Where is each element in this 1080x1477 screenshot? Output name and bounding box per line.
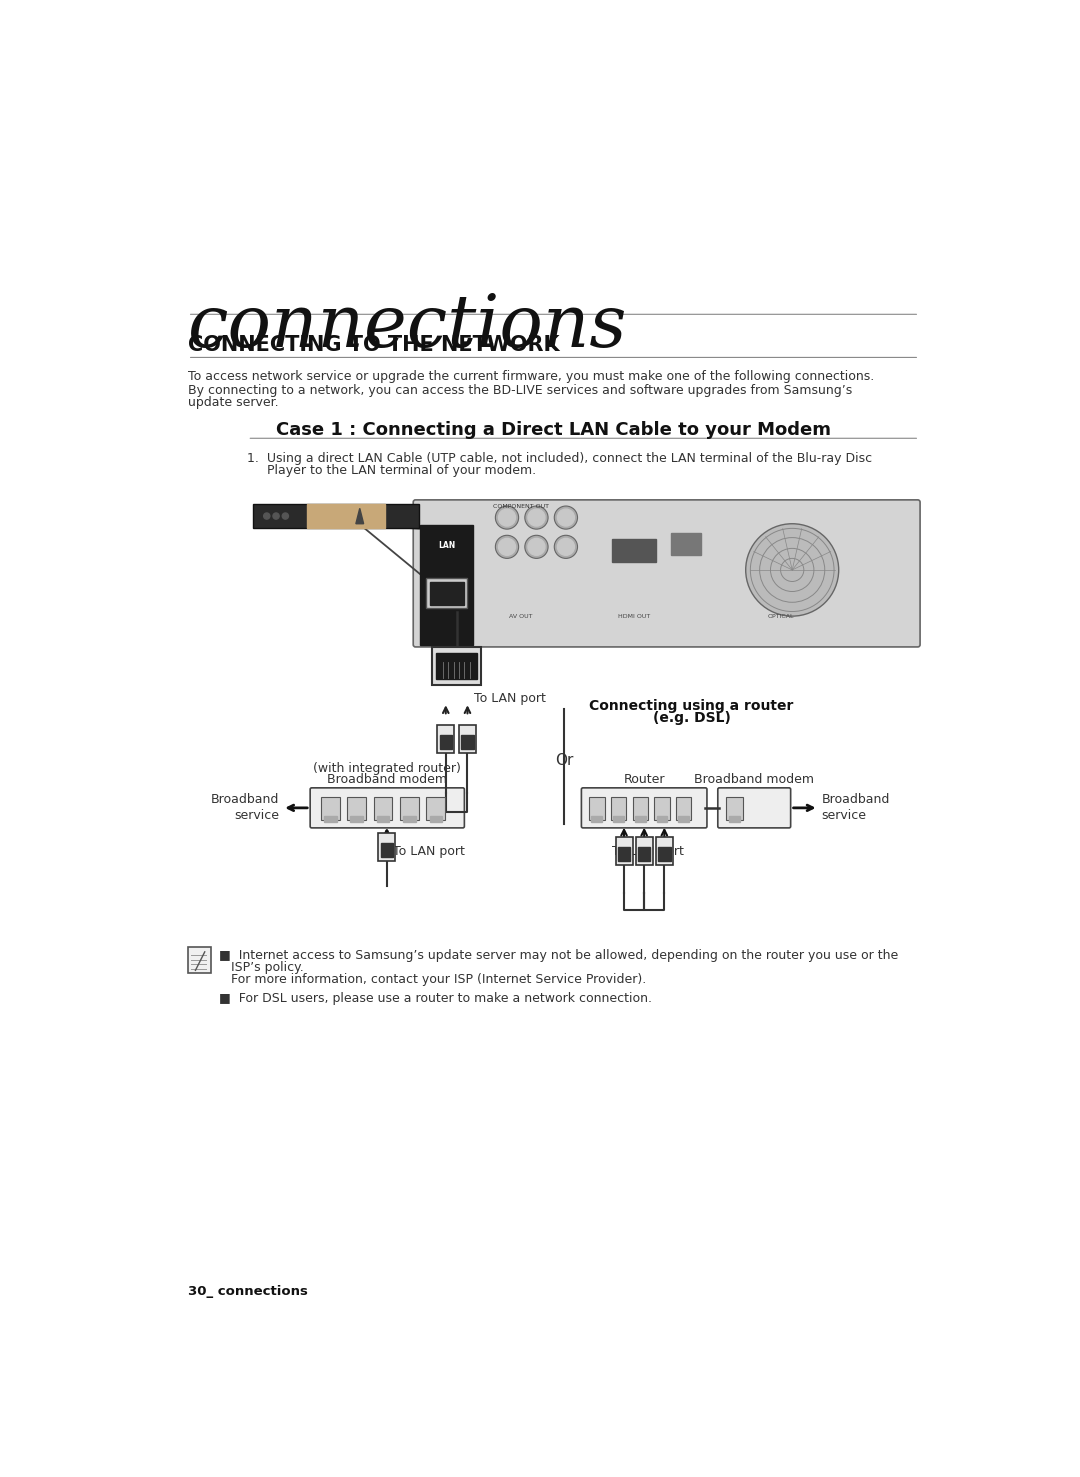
Bar xyxy=(188,947,211,973)
Bar xyxy=(321,798,339,820)
Text: Broadband modem: Broadband modem xyxy=(694,772,814,786)
FancyBboxPatch shape xyxy=(581,787,707,829)
Bar xyxy=(672,533,701,554)
Text: By connecting to a network, you can access the BD-LIVE services and software upg: By connecting to a network, you can acce… xyxy=(188,384,852,397)
Circle shape xyxy=(264,513,270,518)
Circle shape xyxy=(499,510,515,526)
Polygon shape xyxy=(356,508,364,524)
Bar xyxy=(613,817,624,821)
Text: (with integrated router): (with integrated router) xyxy=(313,762,461,775)
Bar xyxy=(459,725,476,753)
Text: (e.g. DSL): (e.g. DSL) xyxy=(652,710,730,725)
Bar xyxy=(618,848,631,861)
Text: To LAN port: To LAN port xyxy=(393,845,465,858)
Bar xyxy=(635,817,646,821)
FancyBboxPatch shape xyxy=(310,787,464,829)
Text: service: service xyxy=(822,809,866,823)
Text: service: service xyxy=(234,809,279,823)
Circle shape xyxy=(557,510,575,526)
Bar xyxy=(307,505,384,527)
Circle shape xyxy=(528,539,545,555)
Bar xyxy=(592,817,603,821)
Bar xyxy=(440,736,451,749)
Text: Case 1 : Connecting a Direct LAN Cable to your Modem: Case 1 : Connecting a Direct LAN Cable t… xyxy=(276,421,831,439)
Bar xyxy=(633,798,648,820)
Bar xyxy=(676,798,691,820)
Text: AV OUT: AV OUT xyxy=(509,614,532,619)
Text: Broadband: Broadband xyxy=(822,793,890,806)
FancyBboxPatch shape xyxy=(718,787,791,829)
Text: connections: connections xyxy=(188,291,627,362)
Bar xyxy=(437,725,455,753)
Bar xyxy=(461,736,474,749)
Text: 1.  Using a direct LAN Cable (UTP cable, not included), connect the LAN terminal: 1. Using a direct LAN Cable (UTP cable, … xyxy=(247,452,873,465)
Text: Player to the LAN terminal of your modem.: Player to the LAN terminal of your modem… xyxy=(247,464,537,477)
Text: 30_ connections: 30_ connections xyxy=(188,1285,308,1297)
Bar xyxy=(420,526,473,644)
Bar xyxy=(427,798,445,820)
Bar xyxy=(350,817,363,821)
Text: LAN: LAN xyxy=(437,541,455,549)
Text: HDMI OUT: HDMI OUT xyxy=(618,614,650,619)
Bar xyxy=(377,817,389,821)
Bar xyxy=(403,817,416,821)
Bar xyxy=(611,798,626,820)
Circle shape xyxy=(525,535,548,558)
Text: OPTICAL: OPTICAL xyxy=(767,614,794,619)
Bar xyxy=(378,833,395,861)
Circle shape xyxy=(554,535,578,558)
Bar xyxy=(380,843,393,857)
Bar xyxy=(726,798,743,820)
Bar xyxy=(616,837,633,866)
Circle shape xyxy=(496,507,518,529)
Bar xyxy=(400,798,419,820)
Bar xyxy=(612,539,656,563)
Bar xyxy=(430,582,463,606)
Bar xyxy=(657,817,667,821)
Bar xyxy=(678,817,689,821)
Text: ■  Internet access to Samsung’s update server may not be allowed, depending on t: ■ Internet access to Samsung’s update se… xyxy=(218,948,897,962)
Circle shape xyxy=(525,507,548,529)
Circle shape xyxy=(528,510,545,526)
Bar xyxy=(638,848,650,861)
Bar xyxy=(654,798,670,820)
Text: ISP’s policy.: ISP’s policy. xyxy=(218,962,303,975)
Text: Router: Router xyxy=(623,772,665,786)
Circle shape xyxy=(554,507,578,529)
Text: ■  For DSL users, please use a router to make a network connection.: ■ For DSL users, please use a router to … xyxy=(218,993,651,1004)
Bar xyxy=(656,837,673,866)
Text: For more information, contact your ISP (Internet Service Provider).: For more information, contact your ISP (… xyxy=(218,973,646,987)
Text: Broadband: Broadband xyxy=(211,793,279,806)
Bar xyxy=(374,798,392,820)
Text: Or: Or xyxy=(555,753,573,768)
Bar xyxy=(636,837,652,866)
Bar xyxy=(324,817,337,821)
Bar xyxy=(658,848,671,861)
Bar xyxy=(590,798,605,820)
Circle shape xyxy=(273,513,279,518)
Bar xyxy=(729,817,740,821)
Bar xyxy=(427,578,467,609)
Text: update server.: update server. xyxy=(188,396,279,409)
Text: COMPONENT OUT: COMPONENT OUT xyxy=(492,504,549,510)
Bar xyxy=(253,505,419,527)
Text: To LAN port: To LAN port xyxy=(474,691,545,705)
Bar xyxy=(430,817,442,821)
Text: Connecting using a router: Connecting using a router xyxy=(590,699,794,712)
Circle shape xyxy=(499,539,515,555)
Text: To LAN port: To LAN port xyxy=(612,845,684,858)
Text: Broadband modem: Broadband modem xyxy=(327,772,447,786)
Text: To access network service or upgrade the current firmware, you must make one of : To access network service or upgrade the… xyxy=(188,369,874,383)
Bar xyxy=(348,798,366,820)
Bar xyxy=(436,653,476,679)
Circle shape xyxy=(745,524,839,616)
Circle shape xyxy=(496,535,518,558)
Circle shape xyxy=(557,539,575,555)
FancyBboxPatch shape xyxy=(414,499,920,647)
Circle shape xyxy=(282,513,288,518)
Text: CONNECTING TO THE NETWORK: CONNECTING TO THE NETWORK xyxy=(188,335,559,354)
Bar xyxy=(432,647,482,685)
